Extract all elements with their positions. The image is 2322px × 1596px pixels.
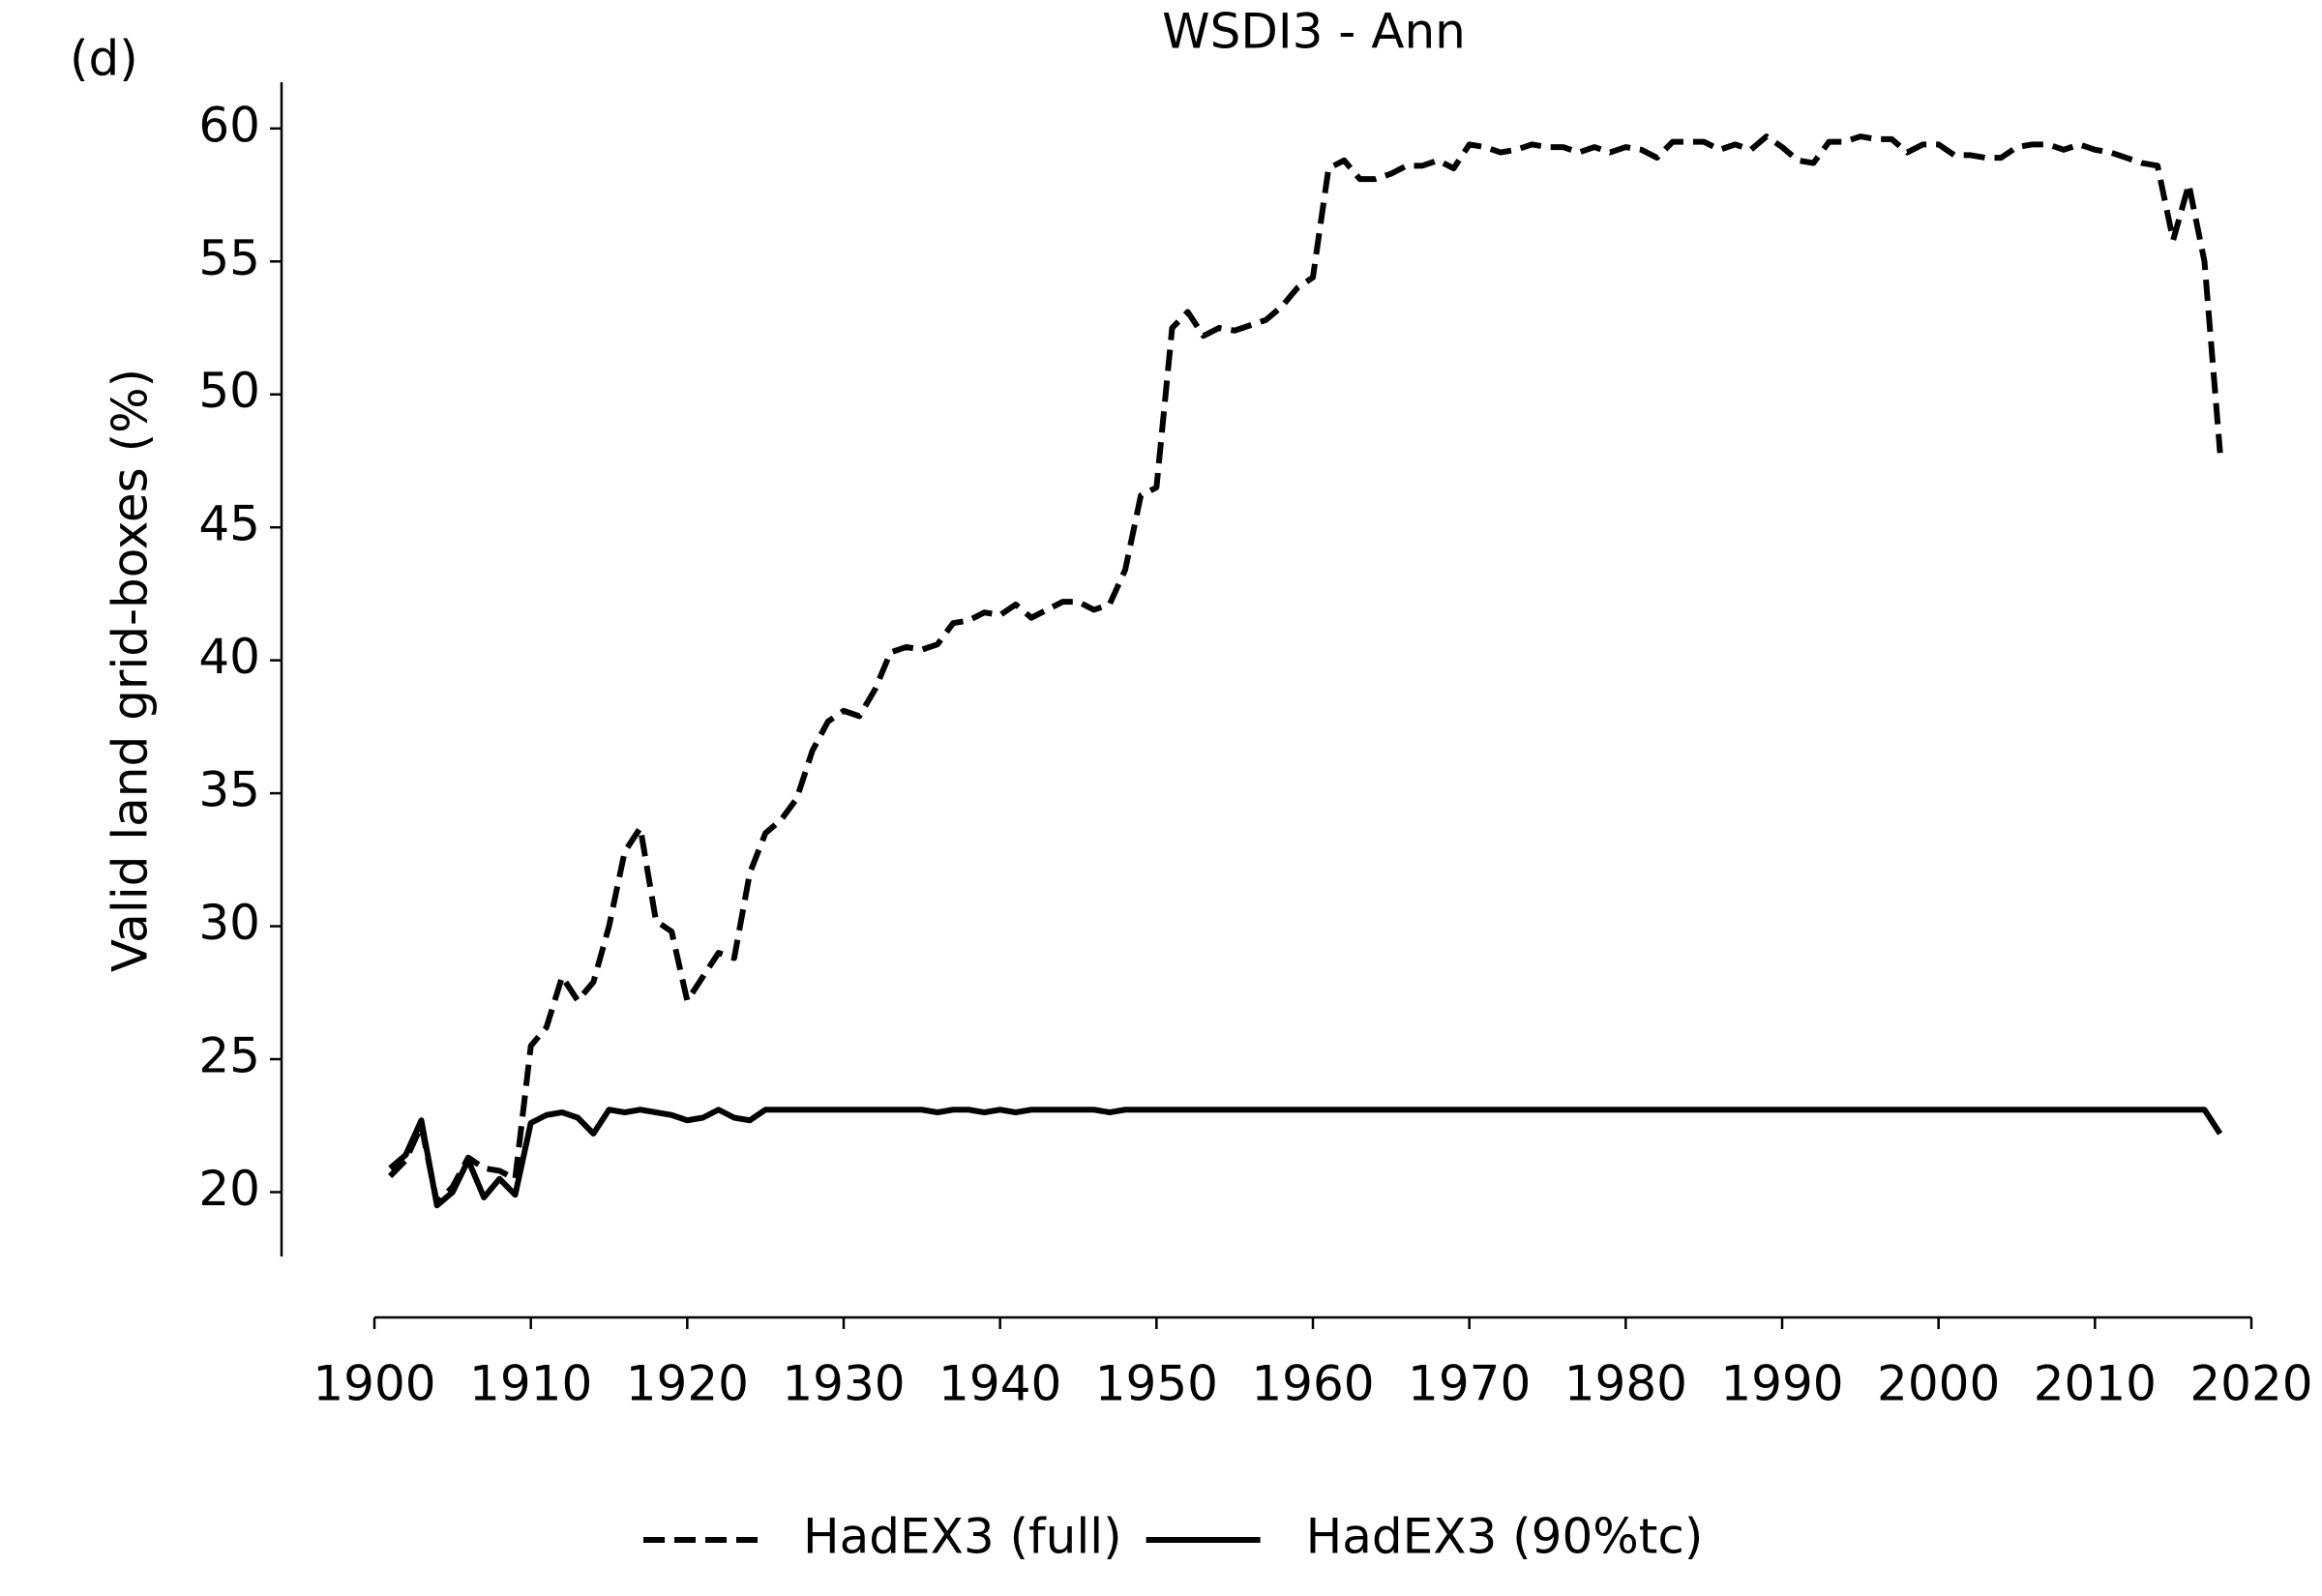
x-tick-label: 1980: [1564, 1356, 1687, 1412]
y-tick-label: 60: [198, 97, 260, 153]
panel-label: (d): [70, 31, 138, 87]
x-tick-label: 1950: [1095, 1356, 1218, 1412]
x-tick-label: 1970: [1408, 1356, 1531, 1412]
x-tick-label: 1960: [1251, 1356, 1374, 1412]
y-tick-label: 35: [198, 762, 260, 818]
legend-label: HadEX3 (full): [803, 1509, 1122, 1565]
x-tick-label: 1920: [626, 1356, 749, 1412]
y-tick-label: 45: [198, 496, 260, 552]
chart-title: WSDI3 - Ann: [1162, 4, 1466, 60]
x-tick-label: 2020: [2189, 1356, 2312, 1412]
y-tick-label: 20: [198, 1161, 260, 1217]
x-tick-label: 1900: [313, 1356, 435, 1412]
x-tick-label: 2010: [2034, 1356, 2157, 1412]
x-tick-label: 1990: [1720, 1356, 1843, 1412]
legend-label: HadEX3 (90%tc): [1306, 1509, 1704, 1565]
y-tick-label: 40: [198, 629, 260, 685]
x-tick-label: 1910: [469, 1356, 592, 1412]
data-line: [388, 1107, 2223, 1209]
y-tick-label: 55: [198, 230, 260, 286]
data-line: [388, 133, 2223, 1206]
x-tick-label: 2000: [1877, 1356, 2000, 1412]
y-axis-label: Valid land grid-boxes (%): [103, 369, 159, 972]
y-tick-label: 30: [198, 895, 260, 951]
x-tick-label: 1940: [938, 1356, 1061, 1412]
y-tick-label: 25: [198, 1028, 260, 1084]
y-tick-label: 50: [198, 363, 260, 419]
x-tick-label: 1930: [782, 1356, 905, 1412]
